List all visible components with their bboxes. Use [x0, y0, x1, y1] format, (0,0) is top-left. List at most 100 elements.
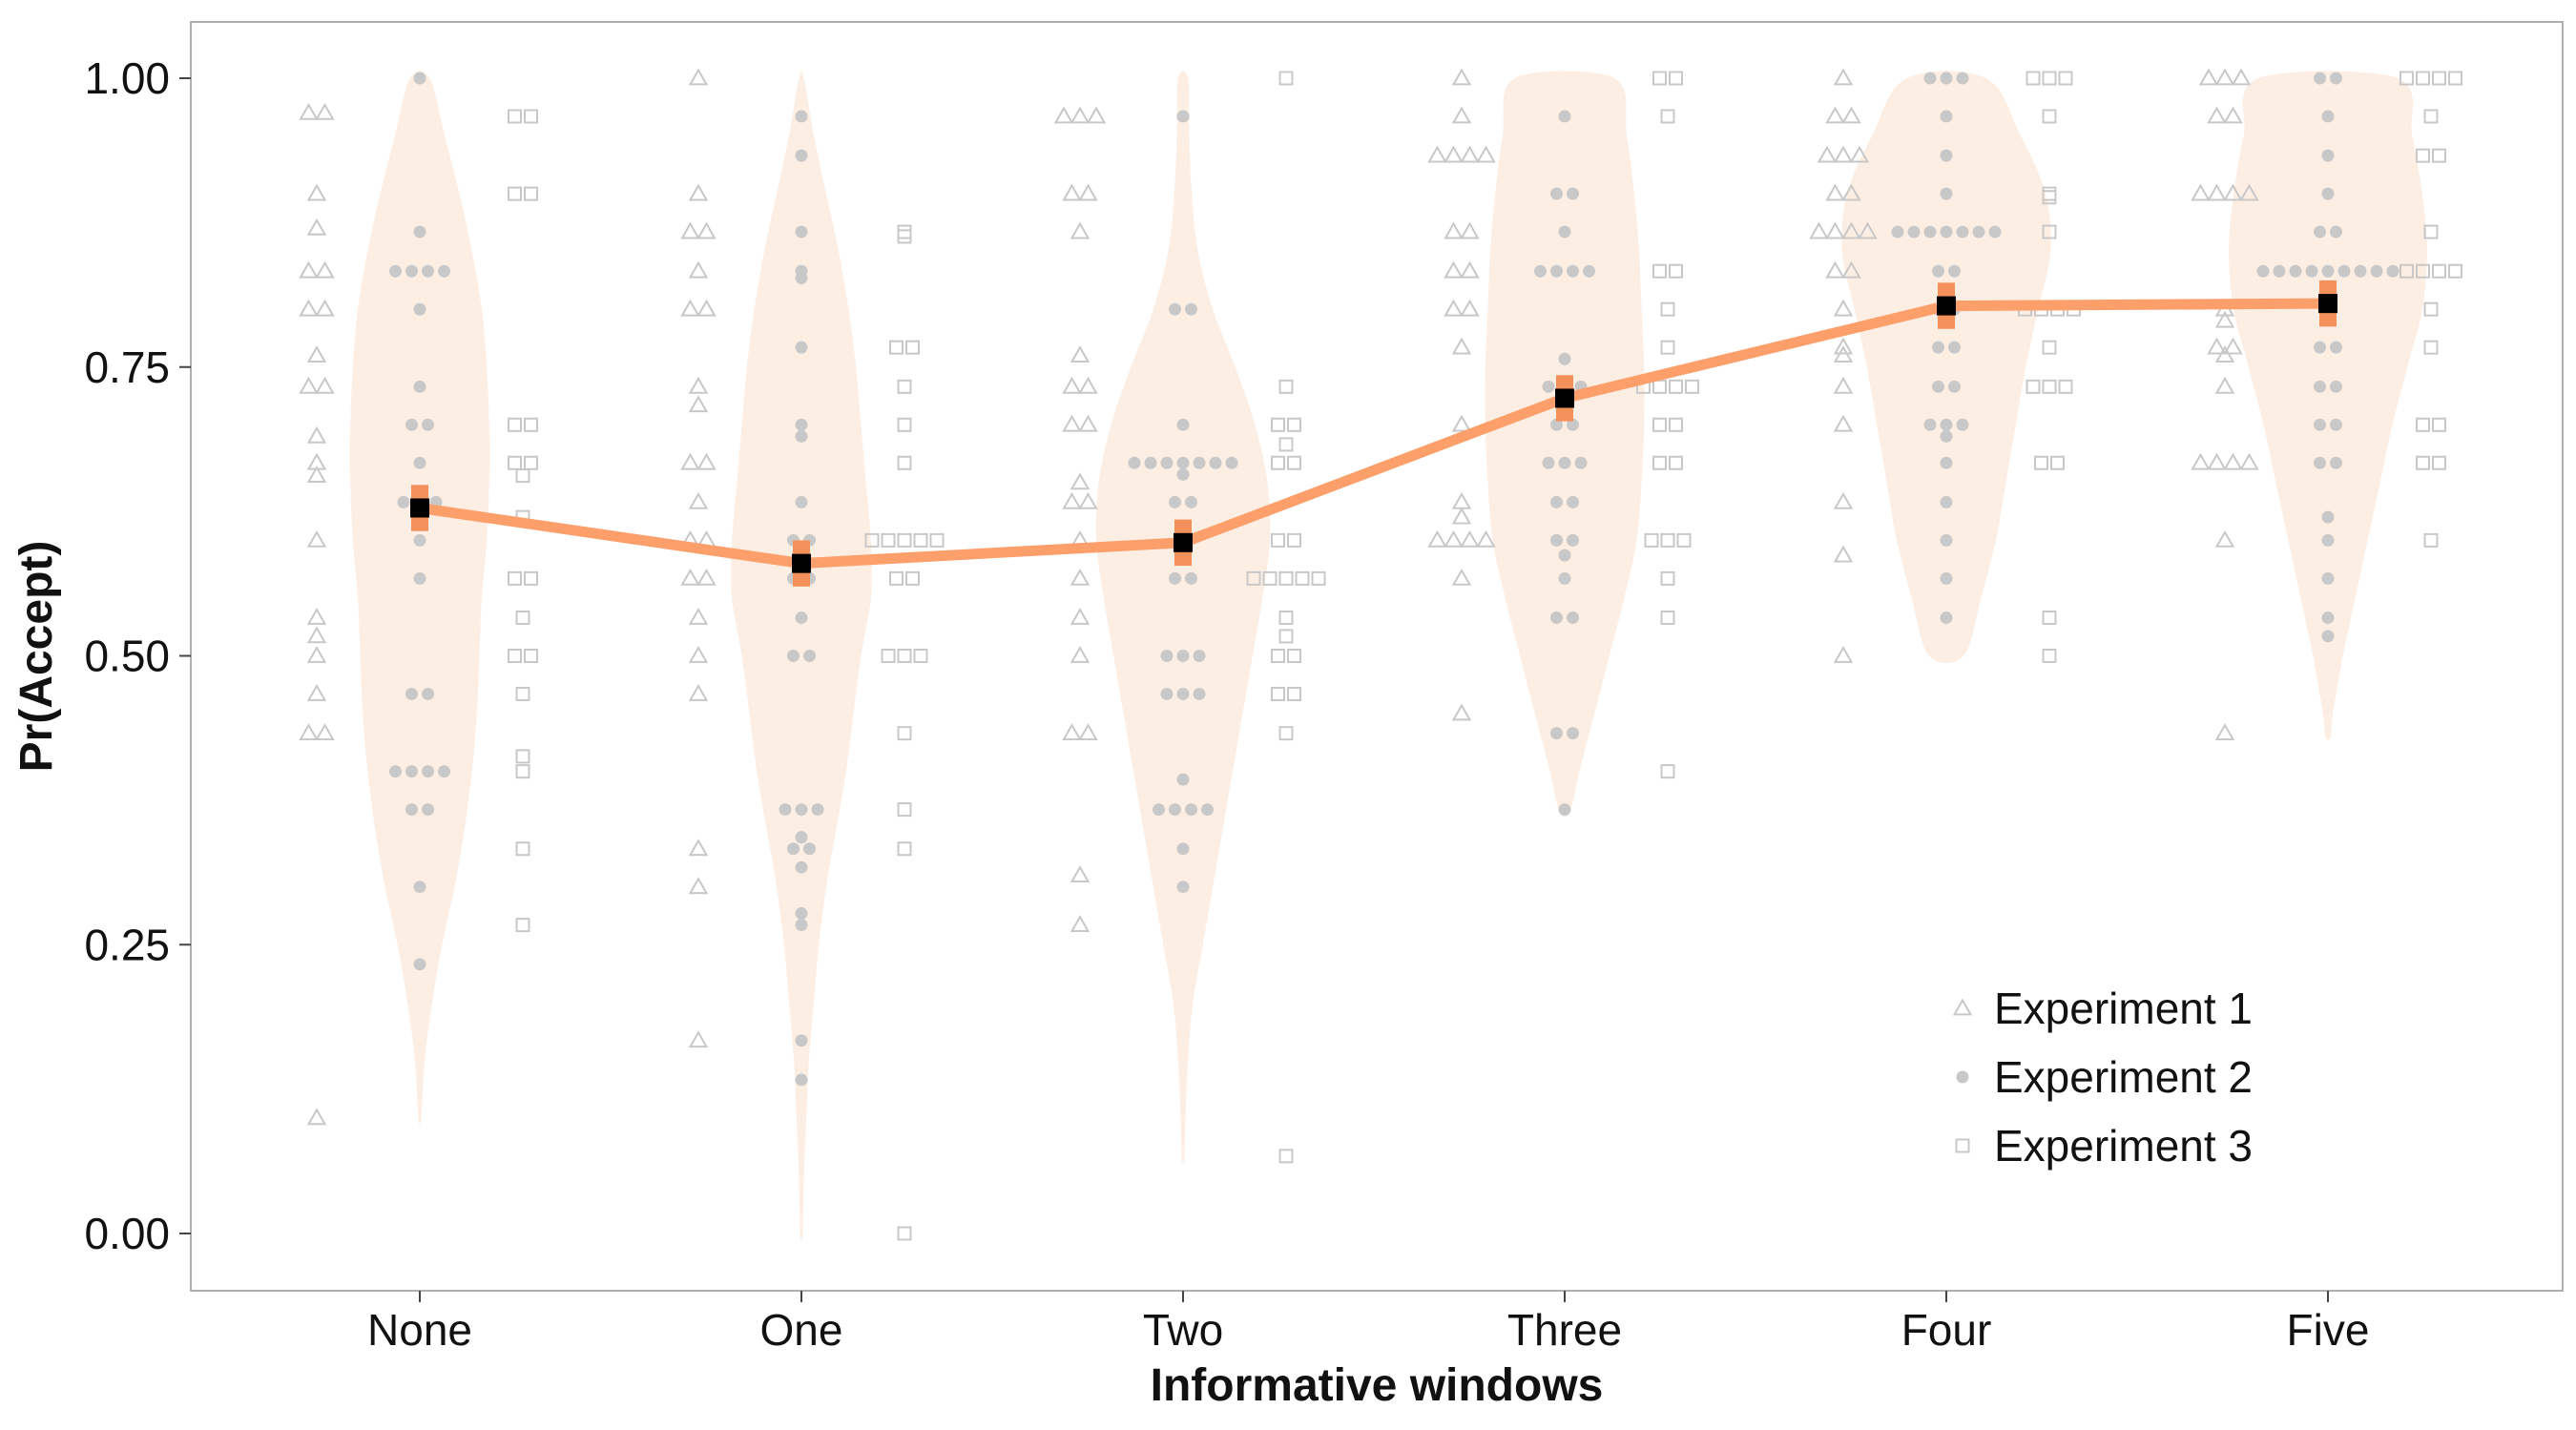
data-point-square [508, 417, 522, 432]
data-point-triangle [2207, 452, 2227, 470]
data-point-circle [1160, 456, 1174, 469]
data-point-square [1669, 379, 1683, 394]
data-point-circle [1948, 264, 1961, 278]
data-point-triangle [688, 260, 709, 279]
data-point-circle [795, 803, 808, 817]
data-point-triangle [1070, 106, 1091, 124]
data-point-square [508, 570, 522, 586]
data-point-circle [1956, 225, 1969, 238]
data-point-triangle [1825, 183, 1845, 201]
data-point-circle [422, 418, 434, 431]
data-point-square [524, 109, 538, 124]
data-point-triangle [1841, 221, 1861, 239]
data-point-square [897, 455, 912, 470]
data-point-circle [795, 919, 808, 932]
data-point-square [2399, 263, 2414, 279]
data-point-circle [795, 907, 808, 921]
data-point-triangle [1070, 865, 1091, 882]
data-point-square [1287, 532, 1301, 548]
data-point-square [2432, 148, 2446, 163]
data-point-triangle [2223, 183, 2243, 201]
data-point-square [524, 186, 538, 201]
data-point-triangle [1460, 529, 1480, 548]
y-tick-label: 0.00 [84, 1209, 170, 1258]
data-point-triangle [306, 645, 327, 663]
data-point-square [2448, 263, 2462, 279]
data-point-circle [1176, 773, 1190, 786]
data-point-triangle [1817, 145, 1838, 163]
legend-label: Experiment 1 [1994, 984, 2253, 1033]
data-point-triangle [688, 68, 709, 86]
data-point-circle [405, 418, 418, 431]
data-point-square [2416, 148, 2430, 163]
data-point-triangle [1833, 414, 1854, 432]
data-point-circle [1176, 842, 1190, 856]
data-point-triangle [1427, 529, 1447, 548]
data-point-circle [787, 842, 800, 856]
data-point-triangle [696, 452, 717, 470]
data-point-square [913, 532, 928, 548]
data-point-circle [795, 110, 808, 123]
data-point-square [1685, 379, 1699, 394]
data-point-circle [795, 831, 808, 844]
data-point-circle [1923, 72, 1937, 85]
data-point-triangle [1427, 145, 1447, 163]
mean-marker [410, 498, 429, 518]
data-point-circle [438, 765, 450, 778]
mean-marker [1937, 296, 1956, 316]
data-point-circle [1201, 803, 1214, 817]
legend-label: Experiment 3 [1994, 1121, 2253, 1171]
data-point-circle [1550, 495, 1563, 508]
data-point-triangle [1825, 106, 1845, 124]
data-point-triangle [2198, 68, 2219, 86]
data-point-triangle [1451, 568, 1472, 586]
data-point-triangle [1070, 472, 1091, 490]
data-point-circle [1940, 495, 1953, 508]
data-point-square [1644, 532, 1659, 548]
data-point-circle [1169, 803, 1181, 817]
data-point-circle [413, 225, 426, 238]
data-point-triangle [1809, 221, 1829, 239]
data-point-square [2025, 71, 2041, 86]
data-point-triangle [2239, 183, 2259, 201]
data-point-triangle [696, 568, 717, 586]
data-point-triangle [1841, 106, 1861, 124]
x-axis-title: Informative windows [1151, 1360, 1604, 1411]
data-point-square [881, 532, 896, 548]
data-point-square [508, 109, 522, 124]
data-point-triangle [2191, 183, 2211, 201]
data-point-circle [1542, 380, 1555, 393]
data-point-square [2042, 340, 2057, 355]
data-point-circle [1567, 264, 1579, 278]
data-point-circle [2321, 510, 2335, 524]
y-tick-label: 1.00 [84, 53, 170, 103]
data-point-square [889, 340, 904, 355]
data-point-triangle [1476, 529, 1496, 548]
data-point-triangle [1460, 299, 1480, 317]
data-point-triangle [2207, 106, 2227, 124]
data-point-circle [1185, 803, 1197, 817]
data-point-circle [1193, 650, 1206, 662]
data-point-triangle [1833, 376, 1854, 394]
data-point-square [2042, 379, 2057, 394]
data-point-circle [2314, 418, 2326, 431]
data-point-triangle [306, 425, 327, 444]
data-point-circle [1567, 611, 1579, 625]
data-point-circle [413, 881, 426, 894]
data-point-triangle [680, 221, 700, 239]
data-point-square [1669, 71, 1683, 86]
data-point-square [515, 841, 530, 857]
data-point-triangle [1070, 221, 1091, 239]
data-point-circle [1169, 495, 1181, 508]
data-point-triangle [2239, 452, 2259, 470]
data-point-triangle [306, 529, 327, 548]
data-point-triangle [688, 376, 709, 394]
data-point-circle [795, 495, 808, 508]
data-point-square [1652, 263, 1667, 279]
data-point-square [1287, 649, 1301, 663]
data-point-triangle [1451, 337, 1472, 355]
data-point-circle [1940, 456, 1953, 469]
data-point-square [515, 918, 530, 933]
